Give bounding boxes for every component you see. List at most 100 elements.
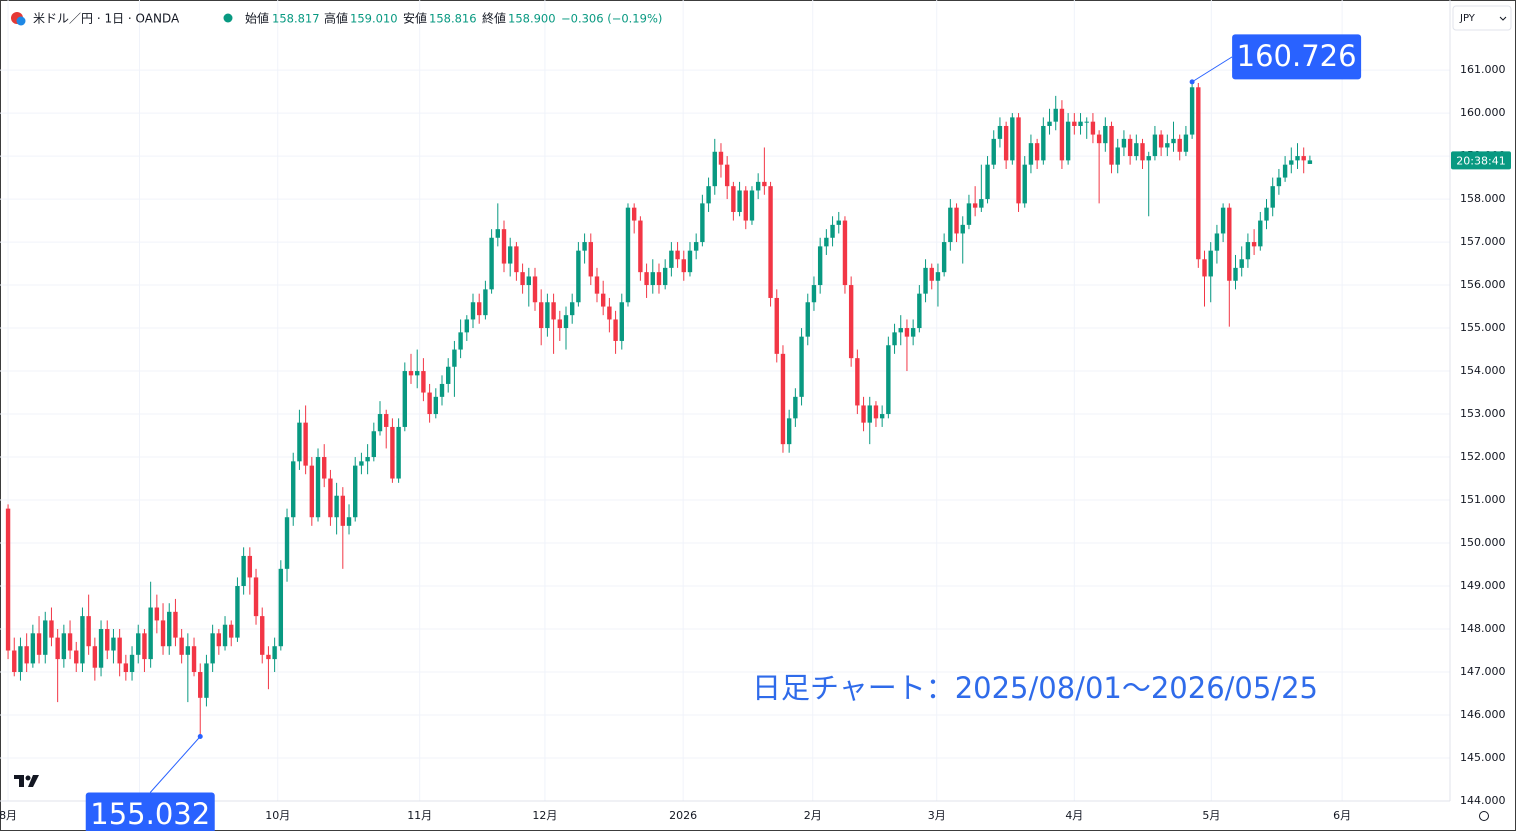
candle-body xyxy=(1165,143,1170,148)
candle-body xyxy=(80,616,85,664)
candle-body xyxy=(266,654,271,660)
currency-button[interactable] xyxy=(1452,5,1512,31)
candle-body xyxy=(1115,147,1120,165)
candle-body xyxy=(1171,138,1176,144)
y-tick-label: 150.000 xyxy=(1460,536,1506,549)
candle-body xyxy=(43,620,48,655)
candle-body xyxy=(1047,121,1052,126)
candle-body xyxy=(117,637,122,664)
annotation-label: 155.032 xyxy=(90,797,210,831)
candle-body xyxy=(669,250,674,268)
candle-body xyxy=(92,646,98,668)
candle-body xyxy=(142,633,147,660)
candle-body xyxy=(749,190,755,221)
candle-body xyxy=(650,272,655,286)
candle-body xyxy=(74,650,79,664)
y-tick-label: 152.000 xyxy=(1460,450,1506,463)
y-tick-label: 153.000 xyxy=(1460,407,1506,420)
candle-body xyxy=(173,611,178,638)
candle-body xyxy=(477,302,482,316)
candle-body xyxy=(966,203,972,225)
currency-select[interactable]: JPY xyxy=(1452,5,1512,31)
candle-body xyxy=(160,620,166,647)
candle-body xyxy=(693,242,699,251)
settings-icon[interactable] xyxy=(1479,811,1489,821)
candle-body xyxy=(415,371,420,376)
y-tick-label: 144.000 xyxy=(1460,794,1506,807)
candle-body xyxy=(1251,242,1257,247)
high-label: 高値 xyxy=(324,11,348,26)
candle-body xyxy=(904,328,910,337)
candle-body xyxy=(811,285,817,303)
candle-body xyxy=(1307,160,1313,164)
candle-body xyxy=(1183,134,1189,152)
candle-body xyxy=(706,186,711,204)
candle-body xyxy=(384,414,389,427)
candle-body xyxy=(1282,164,1288,178)
flag-icon xyxy=(16,16,26,26)
candle-body xyxy=(675,250,680,260)
candle-body xyxy=(433,396,439,415)
candle-body xyxy=(1053,108,1058,122)
candle-body xyxy=(526,276,531,286)
y-tick-label: 160.000 xyxy=(1460,106,1506,119)
logo-part xyxy=(28,775,39,787)
candle-body xyxy=(439,383,445,397)
candle-body xyxy=(917,293,922,329)
candle-body xyxy=(247,555,253,578)
candle-body xyxy=(569,302,575,316)
candle-body xyxy=(1016,117,1021,204)
symbol: 米ドル／円 · 1日 · OANDA xyxy=(33,12,180,26)
currency[interactable]: JPY xyxy=(1459,13,1476,24)
candle-body xyxy=(1090,121,1096,135)
annotation-box xyxy=(1232,34,1362,80)
candle-body xyxy=(631,207,637,221)
candle-body xyxy=(315,457,321,518)
candle-body xyxy=(520,272,525,286)
candle-body xyxy=(204,663,209,698)
open-label: 始値 xyxy=(245,11,269,26)
candle-body xyxy=(910,328,916,337)
annotation-line xyxy=(1191,56,1233,83)
candle-body xyxy=(861,405,866,423)
y-tick-label: 151.000 xyxy=(1460,493,1506,506)
x-tick-label: 5月 xyxy=(1202,809,1220,822)
candle-body xyxy=(1158,134,1164,148)
open-value: 158.817 xyxy=(272,12,320,26)
x-tick-label: 4月 xyxy=(1065,809,1083,822)
candle-body xyxy=(551,302,556,320)
x-tick-label: 6月 xyxy=(1333,809,1351,822)
annotation-line xyxy=(149,736,201,793)
candle-body xyxy=(855,358,860,406)
candle-body xyxy=(662,267,668,286)
candle-body xyxy=(780,353,786,445)
candle-body xyxy=(935,272,941,281)
candle-body xyxy=(613,319,618,341)
candle-body xyxy=(1208,250,1213,277)
low-value: 158.816 xyxy=(429,12,477,26)
legend-header: 米ドル／円 · 1日 · OANDA 始値 158.817 高値 159.010… xyxy=(11,11,662,26)
logo-part xyxy=(25,775,31,781)
candle-body xyxy=(700,203,705,243)
candle-body xyxy=(1258,220,1263,247)
candle-body xyxy=(731,186,736,212)
candle-body xyxy=(464,319,470,333)
candle-body xyxy=(507,246,513,264)
y-tick-label: 149.000 xyxy=(1460,579,1506,592)
candle-body xyxy=(216,633,222,647)
candle-body xyxy=(1127,138,1133,157)
candle-body xyxy=(724,164,730,187)
candle-body xyxy=(129,654,135,673)
logo-part xyxy=(14,775,24,787)
candle-body xyxy=(786,418,792,445)
candle-body xyxy=(1245,242,1251,260)
candle-body xyxy=(346,517,352,526)
dropdown-arrow xyxy=(1499,16,1507,21)
candle-body xyxy=(607,306,612,320)
candle-body xyxy=(241,555,246,587)
candle-body xyxy=(427,392,432,415)
candle-body xyxy=(941,242,947,273)
candle-body xyxy=(557,319,562,329)
last-price-tag xyxy=(1451,151,1511,170)
